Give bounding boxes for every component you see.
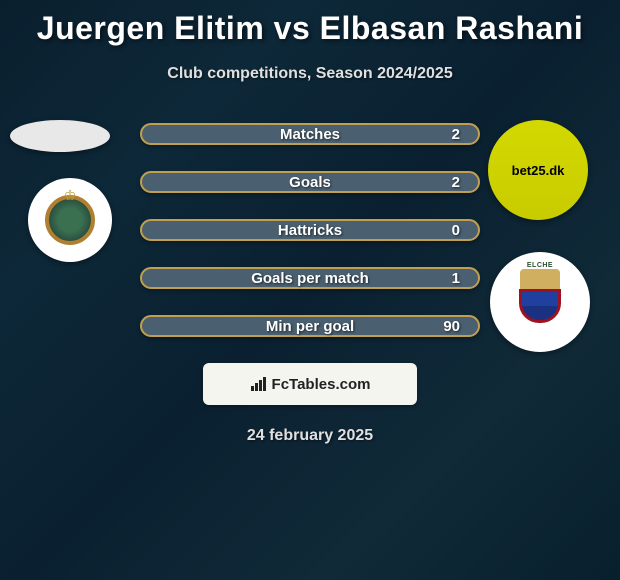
watermark-text: FcTables.com <box>250 376 371 393</box>
watermark-label: FcTables.com <box>272 376 371 393</box>
stat-value: 2 <box>452 174 460 191</box>
date-text: 24 february 2025 <box>0 427 620 445</box>
stat-label: Min per goal <box>266 318 354 335</box>
stat-value: 1 <box>452 270 460 287</box>
stat-row-goals: Goals 2 <box>140 171 480 193</box>
stat-label: Goals <box>289 174 331 191</box>
stat-label: Hattricks <box>278 222 342 239</box>
chart-icon <box>250 376 268 392</box>
stat-label: Goals per match <box>251 270 369 287</box>
subtitle: Club competitions, Season 2024/2025 <box>0 65 620 83</box>
page-title: Juergen Elitim vs Elbasan Rashani <box>0 0 620 47</box>
stat-value: 0 <box>452 222 460 239</box>
stat-row-min-per-goal: Min per goal 90 <box>140 315 480 337</box>
stat-label: Matches <box>280 126 340 143</box>
stat-row-hattricks: Hattricks 0 <box>140 219 480 241</box>
stat-row-goals-per-match: Goals per match 1 <box>140 267 480 289</box>
stat-row-matches: Matches 2 <box>140 123 480 145</box>
stats-area: Matches 2 Goals 2 Hattricks 0 Goals per … <box>0 123 620 337</box>
stat-value: 2 <box>452 126 460 143</box>
stat-value: 90 <box>443 318 460 335</box>
watermark-box: FcTables.com <box>203 363 417 405</box>
